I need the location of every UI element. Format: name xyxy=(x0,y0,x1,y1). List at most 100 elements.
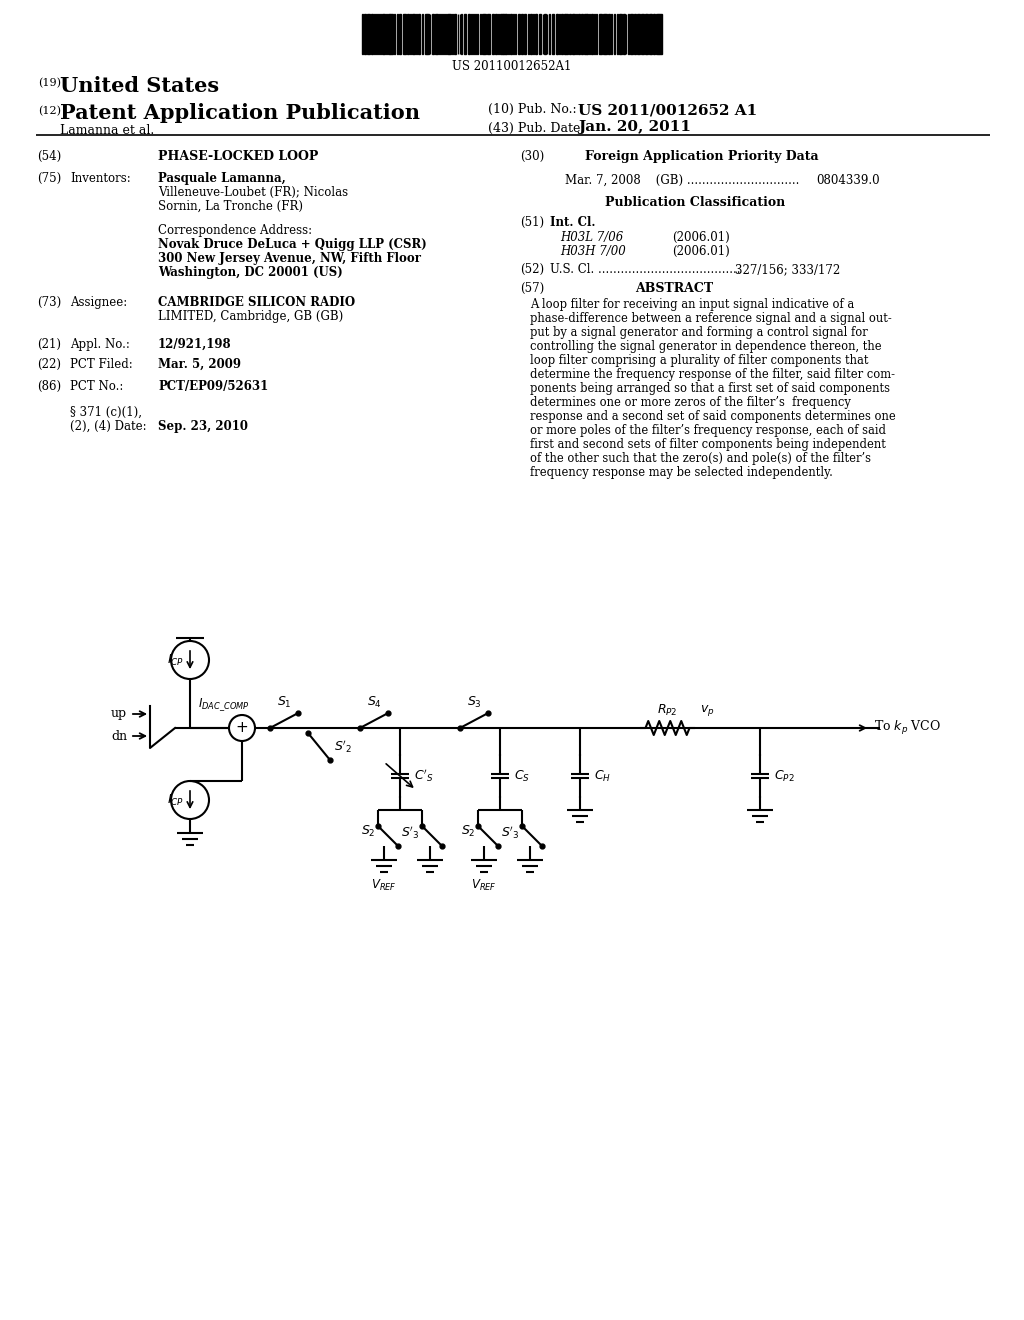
Bar xyxy=(382,15,385,54)
Bar xyxy=(591,15,593,54)
Bar xyxy=(616,15,617,54)
Text: $C'_S$: $C'_S$ xyxy=(414,768,434,784)
Text: United States: United States xyxy=(60,77,219,96)
Text: (2006.01): (2006.01) xyxy=(672,246,730,257)
Text: Jan. 20, 2011: Jan. 20, 2011 xyxy=(578,120,691,135)
Bar xyxy=(605,15,607,54)
Bar xyxy=(532,15,534,54)
Bar xyxy=(425,15,427,54)
Bar xyxy=(649,15,650,54)
Bar xyxy=(492,15,495,54)
Bar xyxy=(581,15,584,54)
Bar xyxy=(364,15,367,54)
Text: of the other such that the zero(s) and pole(s) of the filter’s: of the other such that the zero(s) and p… xyxy=(530,451,871,465)
Text: $I_{CP}$: $I_{CP}$ xyxy=(167,792,184,808)
Text: $S_2$: $S_2$ xyxy=(361,824,376,840)
Text: Novak Druce DeLuca + Quigg LLP (CSR): Novak Druce DeLuca + Quigg LLP (CSR) xyxy=(158,238,427,251)
Text: PHASE-LOCKED LOOP: PHASE-LOCKED LOOP xyxy=(158,150,318,162)
Text: H03L 7/06: H03L 7/06 xyxy=(560,231,624,244)
Text: US 20110012652A1: US 20110012652A1 xyxy=(453,59,571,73)
Bar xyxy=(637,15,640,54)
Text: $S_3$: $S_3$ xyxy=(467,696,481,710)
Bar xyxy=(584,15,587,54)
Bar xyxy=(471,15,472,54)
Bar xyxy=(621,15,623,54)
Text: $S_4$: $S_4$ xyxy=(367,696,382,710)
Bar xyxy=(487,15,489,54)
Text: PCT Filed:: PCT Filed: xyxy=(70,358,133,371)
Text: (30): (30) xyxy=(520,150,544,162)
Bar xyxy=(440,15,442,54)
Text: (54): (54) xyxy=(37,150,61,162)
Bar xyxy=(427,15,429,54)
Text: $S'_3$: $S'_3$ xyxy=(401,824,420,841)
Text: Lamanna et al.: Lamanna et al. xyxy=(60,124,155,137)
Text: $S_1$: $S_1$ xyxy=(276,696,292,710)
Text: H03H 7/00: H03H 7/00 xyxy=(560,246,626,257)
Bar xyxy=(422,15,423,54)
Bar xyxy=(362,15,364,54)
Bar xyxy=(410,15,412,54)
Bar xyxy=(659,15,662,54)
Text: Mar. 7, 2008    (GB) ..............................: Mar. 7, 2008 (GB) ......................… xyxy=(565,174,800,187)
Bar xyxy=(371,15,373,54)
Text: 0804339.0: 0804339.0 xyxy=(816,174,880,187)
Text: US 2011/0012652 A1: US 2011/0012652 A1 xyxy=(578,103,758,117)
Text: $C_H$: $C_H$ xyxy=(594,768,611,784)
Text: (12): (12) xyxy=(38,106,61,116)
Text: loop filter comprising a plurality of filter components that: loop filter comprising a plurality of fi… xyxy=(530,354,868,367)
Bar xyxy=(450,15,451,54)
Text: 12/921,198: 12/921,198 xyxy=(158,338,231,351)
Bar xyxy=(552,15,554,54)
Bar xyxy=(561,15,563,54)
Text: $S'_3$: $S'_3$ xyxy=(502,824,520,841)
Text: Washington, DC 20001 (US): Washington, DC 20001 (US) xyxy=(158,267,343,279)
Text: frequency response may be selected independently.: frequency response may be selected indep… xyxy=(530,466,833,479)
Text: response and a second set of said components determines one: response and a second set of said compon… xyxy=(530,411,896,422)
Bar xyxy=(399,15,401,54)
Text: (73): (73) xyxy=(37,296,61,309)
Bar xyxy=(464,15,466,54)
Bar xyxy=(523,15,526,54)
Bar xyxy=(630,15,633,54)
Text: Correspondence Address:: Correspondence Address: xyxy=(158,224,312,238)
Text: $v_p$: $v_p$ xyxy=(700,704,715,718)
Text: put by a signal generator and forming a control signal for: put by a signal generator and forming a … xyxy=(530,326,867,339)
Bar xyxy=(510,15,512,54)
Bar xyxy=(599,15,602,54)
Text: (2006.01): (2006.01) xyxy=(672,231,730,244)
Bar xyxy=(634,15,636,54)
Bar xyxy=(403,15,406,54)
Text: $S_2$: $S_2$ xyxy=(462,824,476,840)
Text: Sep. 23, 2010: Sep. 23, 2010 xyxy=(158,420,248,433)
Text: determine the frequency response of the filter, said filter com-: determine the frequency response of the … xyxy=(530,368,895,381)
Bar xyxy=(367,15,370,54)
Text: 327/156; 333/172: 327/156; 333/172 xyxy=(735,263,841,276)
Text: ponents being arranged so that a first set of said components: ponents being arranged so that a first s… xyxy=(530,381,890,395)
Bar xyxy=(508,15,509,54)
Bar xyxy=(418,15,420,54)
Text: $R_{P2}$: $R_{P2}$ xyxy=(657,702,678,718)
Text: CAMBRIDGE SILICON RADIO: CAMBRIDGE SILICON RADIO xyxy=(158,296,355,309)
Text: phase-difference between a reference signal and a signal out-: phase-difference between a reference sig… xyxy=(530,312,892,325)
Text: Mar. 5, 2009: Mar. 5, 2009 xyxy=(158,358,241,371)
Text: (2), (4) Date:: (2), (4) Date: xyxy=(70,420,146,433)
Text: 300 New Jersey Avenue, NW, Fifth Floor: 300 New Jersey Avenue, NW, Fifth Floor xyxy=(158,252,421,265)
Text: Sornin, La Tronche (FR): Sornin, La Tronche (FR) xyxy=(158,201,303,213)
Text: $C_{P2}$: $C_{P2}$ xyxy=(774,768,795,784)
Text: controlling the signal generator in dependence thereon, the: controlling the signal generator in depe… xyxy=(530,341,882,352)
Text: A loop filter for receiving an input signal indicative of a: A loop filter for receiving an input sig… xyxy=(530,298,854,312)
Text: Inventors:: Inventors: xyxy=(70,172,131,185)
Bar xyxy=(455,15,457,54)
Text: Foreign Application Priority Data: Foreign Application Priority Data xyxy=(585,150,818,162)
Bar xyxy=(500,15,503,54)
Text: Assignee:: Assignee: xyxy=(70,296,127,309)
Bar xyxy=(529,15,531,54)
Bar xyxy=(539,15,542,54)
Text: To $k_p$ VCO: To $k_p$ VCO xyxy=(874,719,941,737)
Text: (43) Pub. Date:: (43) Pub. Date: xyxy=(488,121,585,135)
Bar xyxy=(432,15,434,54)
Text: PCT/EP09/52631: PCT/EP09/52631 xyxy=(158,380,268,393)
Text: (51): (51) xyxy=(520,216,544,228)
Text: first and second sets of filter components being independent: first and second sets of filter componen… xyxy=(530,438,886,451)
